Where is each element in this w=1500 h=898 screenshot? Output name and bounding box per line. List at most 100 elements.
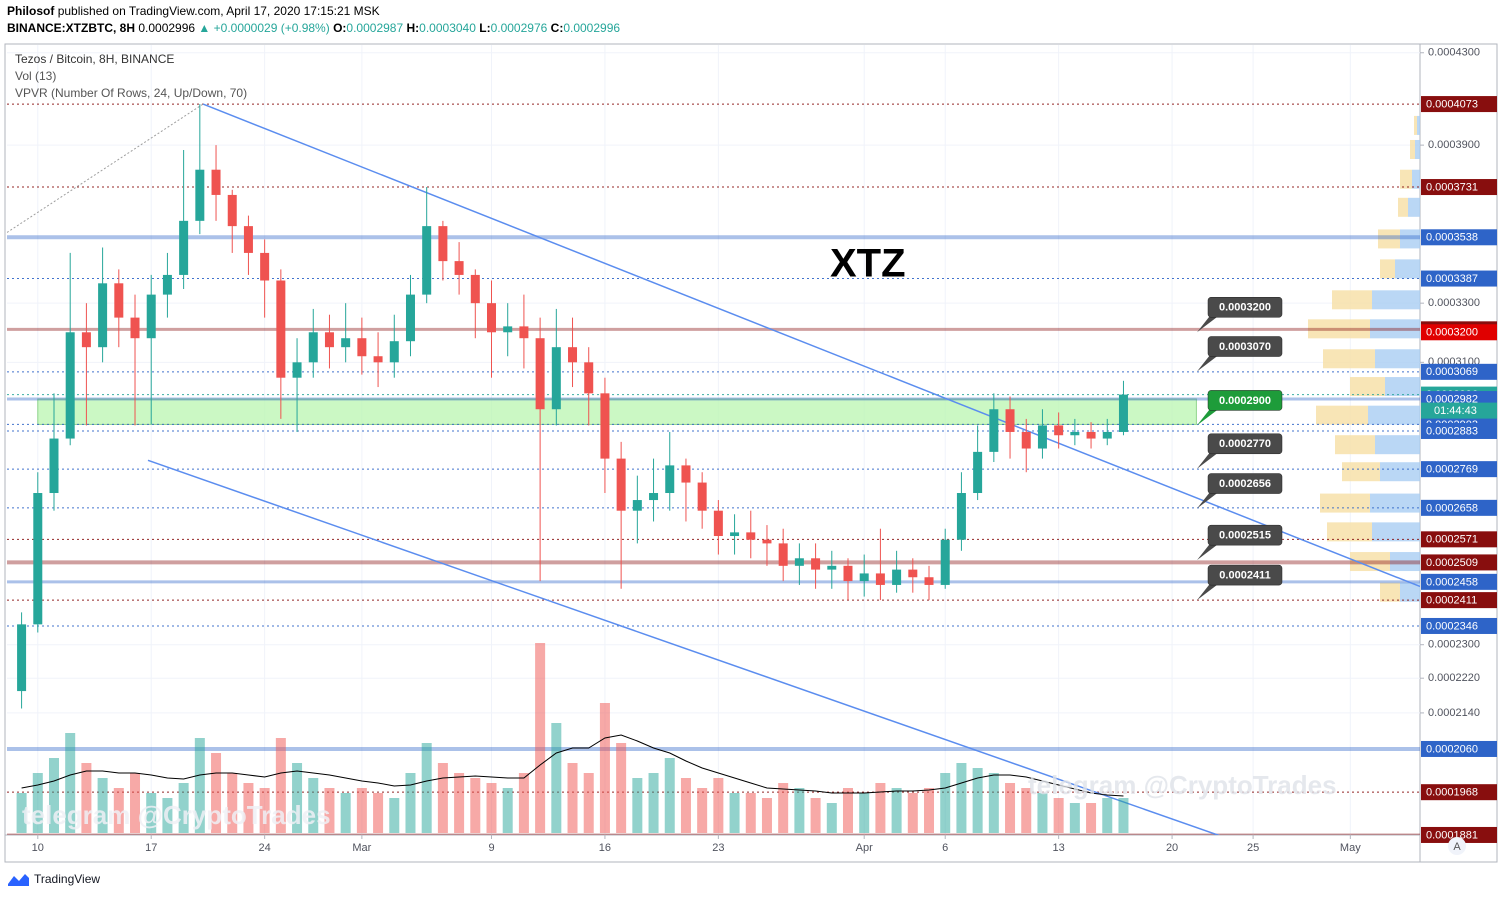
candle-body <box>973 451 983 494</box>
candle-body <box>65 332 75 439</box>
level-label-box <box>1421 531 1497 548</box>
scale-button[interactable] <box>1448 837 1466 855</box>
volume-bar <box>65 733 76 833</box>
x-tick-label: 25 <box>1247 842 1259 854</box>
candle-body <box>568 347 578 363</box>
volume-bar <box>778 783 789 833</box>
callout-label: 0.0002411 <box>1219 570 1270 582</box>
volume-bar <box>826 803 837 833</box>
candle-body <box>1070 431 1080 436</box>
candle-body <box>778 543 788 566</box>
trend-line <box>7 103 204 233</box>
volume-bar <box>794 788 805 833</box>
volume-bar <box>616 743 627 833</box>
publisher: Philosof <box>7 4 55 18</box>
level-label-box <box>1421 554 1497 571</box>
level-label-box <box>1421 573 1497 590</box>
candle-body <box>584 362 594 394</box>
vpvr-down <box>1335 435 1375 455</box>
candle-body <box>276 280 286 378</box>
candle-body <box>243 226 253 253</box>
volume-bar <box>486 783 497 833</box>
o: 0.0002987 <box>346 21 403 35</box>
level-label-box <box>1421 826 1497 843</box>
callout-pointer <box>1197 449 1222 469</box>
candle-body <box>956 493 966 540</box>
candle-body <box>1054 425 1064 436</box>
volume-bar <box>502 788 513 833</box>
vpvr-up <box>1408 197 1420 217</box>
vpvr-up <box>1412 169 1420 189</box>
candle-body <box>98 283 108 348</box>
candle-body <box>600 393 610 459</box>
volume-bar <box>373 793 384 833</box>
vpvr-down <box>1380 259 1395 279</box>
vpvr-up <box>1375 349 1420 369</box>
vpvr-down <box>1410 139 1415 159</box>
callout-label: 0.0002515 <box>1219 530 1271 542</box>
volume-bar <box>1005 783 1016 833</box>
candle-body <box>908 569 918 578</box>
vpvr-down <box>1323 349 1375 369</box>
candle-body <box>1037 425 1047 449</box>
indicator: Vol (13) <box>15 69 56 83</box>
level-label-box <box>1421 96 1497 113</box>
vpvr-up <box>1415 139 1420 159</box>
trend-line <box>202 103 1420 588</box>
x-tick-label: 20 <box>1166 842 1178 854</box>
candle-body <box>33 493 43 625</box>
volume-bar <box>405 773 416 833</box>
candle-body <box>843 565 853 582</box>
level-label-box <box>1421 324 1497 341</box>
callout-box <box>1207 564 1283 586</box>
candle-body <box>1021 431 1031 449</box>
volume-bar <box>97 778 108 833</box>
volume-bar <box>275 738 286 833</box>
zone <box>37 398 1197 425</box>
volume-bar <box>389 798 400 833</box>
volume-bar <box>243 783 254 833</box>
volume-bar <box>729 793 740 833</box>
l-label: L: <box>479 21 490 35</box>
volume-bar <box>535 643 546 833</box>
x-tick-label: 17 <box>145 842 157 854</box>
y-tick-label: 0.0003300 <box>1428 297 1480 309</box>
y-tick-label: 0.0003900 <box>1428 139 1480 151</box>
candle-body <box>892 569 902 585</box>
volume-bar <box>454 773 465 833</box>
level-label-box <box>1421 422 1497 439</box>
level-label-box <box>1421 499 1497 516</box>
level-label: 0.0002346 <box>1426 620 1478 632</box>
candle-body <box>1118 394 1128 432</box>
candle-body <box>616 458 626 511</box>
scale-button-label[interactable]: A <box>1453 841 1461 853</box>
h: 0.0003040 <box>419 21 476 35</box>
candle-body <box>49 438 59 494</box>
candle-body <box>649 493 659 501</box>
candle-body <box>1005 409 1015 432</box>
candle-body <box>746 532 756 540</box>
callout-label: 0.0003070 <box>1219 341 1271 353</box>
callout-box <box>1207 473 1283 494</box>
volume-ma <box>21 734 1124 797</box>
level-label: 0.0002458 <box>1426 576 1478 588</box>
volume-bar <box>907 793 918 833</box>
volume-bar <box>292 763 303 833</box>
volume-bar <box>162 798 173 833</box>
callout-box <box>1207 336 1283 357</box>
candle-body <box>811 558 821 570</box>
volume-bar <box>16 793 27 833</box>
candle-body <box>211 169 221 195</box>
level-label-box <box>1421 784 1497 801</box>
volume-bar <box>583 773 594 833</box>
volume-bar <box>940 773 951 833</box>
candle-body <box>114 283 124 318</box>
callout-box <box>1207 297 1283 318</box>
candle-body <box>859 573 869 582</box>
candle-body <box>405 294 415 342</box>
footer-logo <box>8 874 29 886</box>
level-label-box <box>1421 270 1497 287</box>
volume-bar <box>599 703 610 833</box>
c: 0.0002996 <box>563 21 620 35</box>
